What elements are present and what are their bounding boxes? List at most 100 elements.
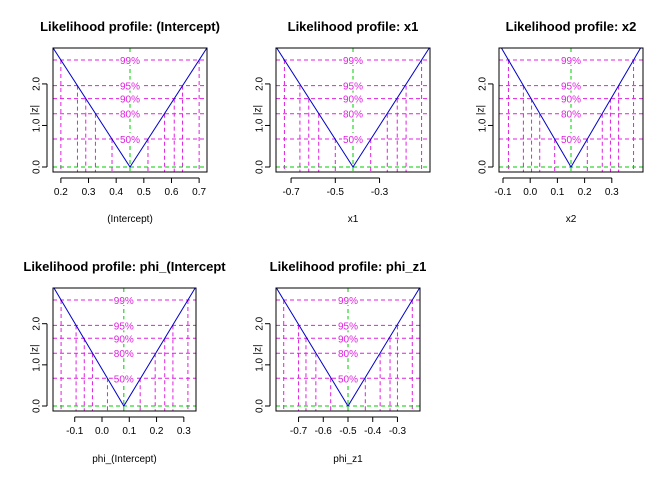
y-tick-label: 1.0 [255, 118, 266, 132]
x-tick-label: 0.5 [137, 187, 151, 198]
level-label-99: 99% [338, 296, 358, 307]
profile-panel-4: Likelihood profile: phi_(Intercept 50% 80%… [23, 259, 226, 465]
level-label-bg [119, 79, 141, 91]
level-label-bg [342, 54, 364, 65]
level-label-99: 99% [120, 56, 140, 67]
y-axis: 0.0 1.0 2.0 [32, 77, 48, 174]
y-tick-label: 2.0 [32, 77, 43, 91]
level-label-bg [342, 92, 364, 104]
level-label-bg [112, 319, 135, 331]
y-tick-label: 1.0 [478, 118, 489, 132]
x-axis: -0.1 0.0 0.1 0.2 0.3 [66, 416, 191, 437]
profile-panel-5: Likelihood profile: phi_z1 50% 80% 90% 95% 99… [253, 259, 427, 465]
profile-curve [53, 48, 207, 168]
level-label-bg [119, 133, 141, 145]
plot-box [52, 287, 197, 412]
level-label-bg [119, 54, 141, 65]
x-axis: -0.1 0.0 0.1 0.2 0.3 [494, 177, 619, 198]
y-axis-label: |z| [253, 344, 264, 354]
x-tick-label: 0.0 [95, 426, 109, 437]
level-label-bg [342, 79, 364, 91]
y-tick-label: 2.0 [255, 316, 266, 330]
level-label-80: 80% [561, 110, 581, 121]
level-label-99: 99% [561, 56, 581, 67]
level-label-bg [112, 347, 135, 359]
panel-title: Likelihood profile: (Intercept) [40, 19, 220, 34]
level-label-50: 50% [120, 135, 140, 146]
level-label-50: 50% [343, 135, 363, 146]
y-axis-label: |z| [30, 344, 41, 354]
level-label-99: 99% [114, 296, 134, 307]
y-axis: 0.0 1.0 2.0 [32, 316, 48, 413]
plot-box [275, 47, 431, 173]
x-tick-label: 0.3 [605, 187, 619, 198]
y-tick-label: 1.0 [32, 357, 43, 371]
y-axis-label: |z| [30, 105, 41, 115]
level-label-80: 80% [114, 349, 134, 360]
level-label-50: 50% [114, 374, 134, 385]
x-tick-label: 0.2 [150, 426, 164, 437]
y-tick-label: 0.0 [32, 399, 43, 413]
x-tick-label: -0.6 [315, 426, 333, 437]
level-label-90: 90% [120, 95, 140, 106]
x-tick-label: 0.2 [54, 187, 68, 198]
x-tick-label: -0.3 [371, 187, 389, 198]
y-tick-label: 2.0 [255, 77, 266, 91]
x-tick-label: 0.1 [550, 187, 564, 198]
plot-box [498, 47, 644, 173]
x-tick-label: 0.4 [109, 187, 123, 198]
y-axis-label: |z| [476, 105, 487, 115]
level-label-bg [119, 107, 141, 119]
level-label-bg [337, 372, 359, 384]
plot-box [275, 287, 421, 412]
level-label-95: 95% [120, 82, 140, 93]
profile-panel-3: Likelihood profile: x2 50% 80% 90% 95% 99% -0.… [476, 19, 644, 225]
y-tick-label: 0.0 [255, 160, 266, 174]
level-label-80: 80% [338, 349, 358, 360]
x-tick-label: 0.6 [165, 187, 179, 198]
x-tick-label: -0.3 [389, 426, 407, 437]
x-axis: -0.7 -0.5 -0.3 [282, 177, 389, 198]
y-tick-label: 1.0 [255, 357, 266, 371]
level-label-95: 95% [343, 82, 363, 93]
x-tick-label: -0.5 [339, 426, 357, 437]
x-tick-label: 0.3 [177, 426, 191, 437]
level-label-bg [112, 372, 135, 384]
y-axis-label: |z| [253, 105, 264, 115]
level-label-bg [112, 332, 135, 344]
level-label-95: 95% [114, 321, 134, 332]
level-label-90: 90% [114, 334, 134, 345]
x-axis-label: phi_(Intercept) [92, 454, 156, 465]
y-tick-label: 0.0 [32, 160, 43, 174]
x-tick-label: 0.3 [82, 187, 96, 198]
panel-title: Likelihood profile: x1 [288, 19, 419, 34]
plot-box [52, 47, 208, 173]
x-tick-label: -0.5 [327, 187, 345, 198]
level-label-90: 90% [338, 334, 358, 345]
level-label-90: 90% [343, 95, 363, 106]
panel-title: Likelihood profile: x2 [506, 19, 637, 34]
profile-curve [500, 48, 642, 168]
level-label-80: 80% [120, 110, 140, 121]
level-label-50: 50% [338, 374, 358, 385]
level-label-bg [560, 133, 582, 145]
level-label-99: 99% [343, 56, 363, 67]
level-label-90: 90% [561, 95, 581, 106]
x-tick-label: -0.1 [66, 426, 84, 437]
level-label-bg [337, 319, 359, 331]
y-tick-label: 0.0 [255, 399, 266, 413]
panel-title: Likelihood profile: phi_z1 [270, 259, 427, 274]
level-label-bg [342, 107, 364, 119]
x-axis: -0.7 -0.6 -0.5 -0.4 -0.3 [290, 416, 407, 437]
panel-title: Likelihood profile: phi_(Intercept [23, 259, 226, 274]
x-tick-label: -0.1 [494, 187, 512, 198]
x-tick-label: 0.7 [192, 187, 206, 198]
level-label-bg [342, 133, 364, 145]
y-tick-label: 2.0 [478, 77, 489, 91]
y-tick-label: 2.0 [32, 316, 43, 330]
level-label-bg [337, 332, 359, 344]
level-label-bg [119, 92, 141, 104]
y-tick-label: 0.0 [478, 160, 489, 174]
x-tick-label: 0.2 [578, 187, 592, 198]
